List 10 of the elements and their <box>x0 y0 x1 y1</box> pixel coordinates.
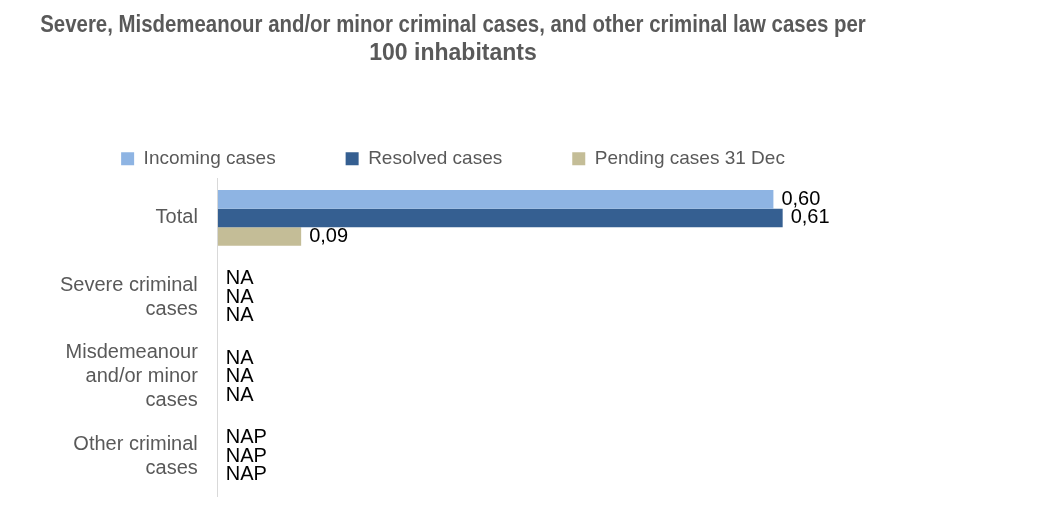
legend-label: Pending cases 31 Dec <box>594 146 785 168</box>
y-tick-label: Severe criminal cases <box>59 272 198 319</box>
y-tick-label: Misdemeanour and/or minor cases <box>65 340 199 411</box>
y-tick-label: Total <box>155 205 198 228</box>
chart-title: Severe, Misdemeanour and/or minor criminal cases, and other criminal law cases per 100 inhabitants <box>40 10 867 65</box>
data-label: 0,60 <box>781 186 821 209</box>
data-label: 0,09 <box>309 223 349 246</box>
legend-label: Incoming cases <box>143 146 276 168</box>
y-tick-label: Other criminal cases <box>73 431 198 478</box>
legend-label: Resolved cases <box>368 146 503 168</box>
